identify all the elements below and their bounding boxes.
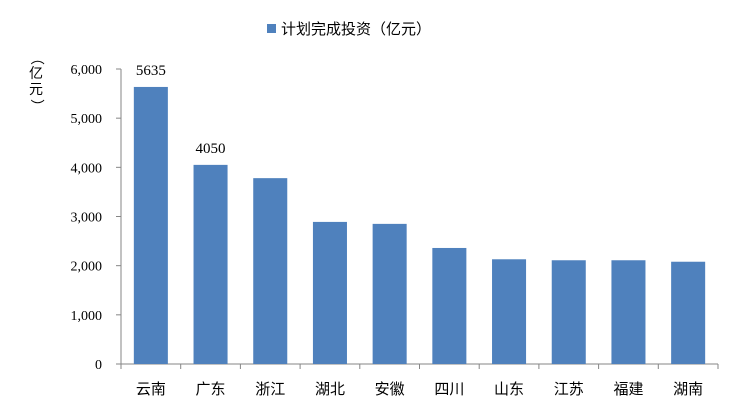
y-axis-title: （亿元） [28, 51, 44, 113]
y-tick-label: 2,000 [71, 260, 103, 275]
bar [671, 261, 706, 364]
x-tick-label: 云南 [136, 380, 166, 398]
x-tick-label: 四川 [434, 380, 464, 398]
legend-swatch [267, 24, 276, 33]
x-tick-label: 福建 [613, 380, 643, 398]
y-tick-label: 5,000 [71, 112, 103, 127]
y-tick-label: 1,000 [71, 309, 103, 324]
legend-label: 计划完成投资（亿元） [281, 20, 432, 38]
bar [492, 259, 527, 364]
x-tick-label: 安徽 [375, 380, 405, 398]
x-tick-label: 山东 [494, 380, 524, 398]
data-label: 5635 [136, 63, 166, 79]
x-tick-label: 浙江 [255, 380, 285, 398]
x-tick-label: 江苏 [554, 380, 584, 398]
bar [432, 247, 467, 364]
x-tick-label: 湖南 [673, 380, 703, 398]
bar [611, 260, 646, 364]
data-label: 4050 [196, 141, 226, 157]
bar [193, 164, 228, 364]
y-tick-label: 4,000 [71, 161, 103, 176]
y-tick-label: 6,000 [71, 63, 103, 78]
y-tick-label: 0 [95, 358, 102, 373]
bar [372, 223, 407, 364]
chart-legend: 计划完成投资（亿元） [267, 18, 431, 39]
x-tick-label: 广东 [196, 380, 226, 398]
x-tick-label: 湖北 [315, 380, 345, 398]
bar [133, 86, 168, 364]
bar [253, 178, 288, 364]
y-tick-label: 3,000 [71, 211, 103, 226]
bar [551, 260, 586, 364]
bar [312, 221, 347, 364]
